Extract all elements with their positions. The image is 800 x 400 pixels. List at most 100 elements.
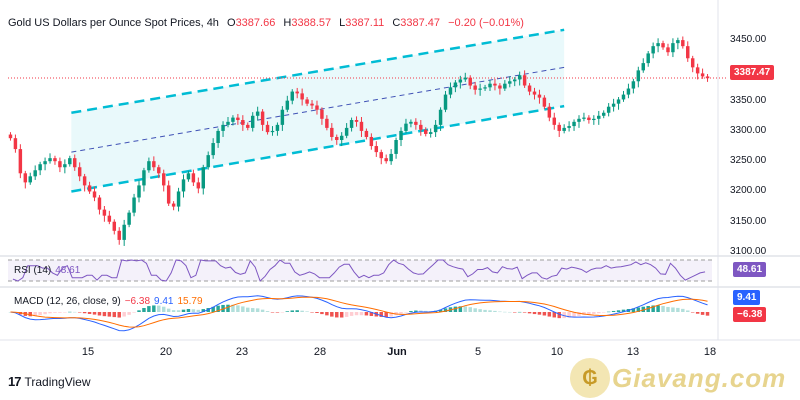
candle-body[interactable] [443, 94, 448, 110]
candle-body[interactable] [33, 170, 37, 177]
candle-body[interactable] [503, 83, 507, 89]
candle-body[interactable] [260, 111, 265, 125]
candle-body[interactable] [310, 103, 314, 106]
candle-body[interactable] [651, 46, 655, 54]
candle-body[interactable] [626, 88, 631, 95]
candle-body[interactable] [137, 185, 141, 198]
channel-upper-line[interactable] [71, 28, 565, 114]
candle-body[interactable] [676, 40, 680, 44]
candle-body[interactable] [592, 118, 596, 121]
candle-body[interactable] [320, 109, 324, 119]
candle-body[interactable] [38, 164, 42, 171]
candle-body[interactable] [695, 67, 700, 74]
candle-body[interactable] [221, 124, 225, 131]
candle-body[interactable] [295, 91, 299, 94]
candle-body[interactable] [82, 176, 87, 186]
candle-body[interactable] [231, 117, 235, 122]
candle-body[interactable] [241, 120, 245, 125]
candle-body[interactable] [641, 63, 645, 71]
candle-body[interactable] [493, 83, 497, 86]
candle-body[interactable] [43, 161, 47, 165]
candle-body[interactable] [77, 167, 82, 177]
candle-body[interactable] [246, 124, 250, 128]
candle-body[interactable] [671, 43, 675, 53]
candle-body[interactable] [478, 88, 482, 90]
candle-body[interactable] [186, 173, 191, 180]
candle-body[interactable] [270, 130, 275, 133]
candle-body[interactable] [384, 158, 388, 162]
candle-body[interactable] [48, 158, 52, 162]
candle-body[interactable] [92, 191, 97, 198]
candle-body[interactable] [211, 143, 215, 156]
candle-body[interactable] [142, 170, 146, 186]
candle-body[interactable] [330, 127, 334, 137]
candle-body[interactable] [517, 75, 522, 80]
candle-body[interactable] [661, 43, 665, 48]
candle-body[interactable] [527, 85, 532, 92]
candle-body[interactable] [700, 73, 705, 77]
candle-body[interactable] [166, 185, 171, 204]
candle-body[interactable] [631, 81, 636, 89]
macd-line[interactable] [10, 295, 708, 332]
candle-body[interactable] [656, 43, 660, 47]
candle-body[interactable] [147, 161, 151, 171]
candle-body[interactable] [374, 146, 379, 153]
candle-body[interactable] [275, 124, 280, 131]
candle-body[interactable] [488, 83, 492, 88]
candle-body[interactable] [705, 76, 710, 79]
candle-body[interactable] [201, 167, 206, 189]
candle-body[interactable] [315, 105, 319, 110]
candle-body[interactable] [582, 117, 586, 119]
candle-body[interactable] [587, 117, 591, 121]
candle-body[interactable] [152, 161, 156, 168]
candle-body[interactable] [547, 106, 552, 118]
candle-body[interactable] [621, 94, 626, 100]
candle-body[interactable] [681, 40, 685, 47]
candle-body[interactable] [176, 191, 181, 207]
tradingview-logo[interactable]: 17 TradingView [8, 374, 91, 389]
candle-body[interactable] [690, 58, 695, 68]
candle-body[interactable] [216, 130, 220, 144]
candle-body[interactable] [468, 77, 472, 86]
candle-body[interactable] [181, 179, 186, 192]
candle-body[interactable] [686, 46, 690, 59]
candle-body[interactable] [537, 94, 542, 98]
candle-body[interactable] [171, 203, 176, 207]
candle-body[interactable] [122, 224, 126, 240]
candle-body[interactable] [290, 91, 294, 101]
candle-body[interactable] [196, 182, 201, 189]
candle-body[interactable] [567, 126, 571, 128]
candle-body[interactable] [191, 173, 196, 183]
candle-body[interactable] [542, 97, 547, 107]
candle-body[interactable] [428, 132, 433, 134]
candle-body[interactable] [354, 120, 359, 122]
candle-body[interactable] [448, 87, 453, 95]
candle-body[interactable] [236, 117, 240, 121]
candle-body[interactable] [483, 87, 487, 89]
candle-body[interactable] [250, 115, 255, 128]
candle-body[interactable] [562, 127, 566, 131]
candle-body[interactable] [300, 93, 304, 100]
candle-body[interactable] [557, 124, 561, 131]
candle-body[interactable] [359, 121, 364, 131]
candle-body[interactable] [68, 158, 72, 165]
candle-body[interactable] [73, 158, 77, 168]
candle-body[interactable] [344, 127, 349, 136]
candle-body[interactable] [107, 215, 112, 222]
candle-body[interactable] [339, 135, 344, 140]
candle-body[interactable] [102, 209, 107, 216]
candle-body[interactable] [389, 153, 393, 162]
candle-body[interactable] [157, 167, 161, 174]
macd-signal-line[interactable] [10, 296, 708, 328]
candle-body[interactable] [552, 117, 557, 125]
candle-body[interactable] [409, 121, 413, 124]
candle-body[interactable] [335, 136, 339, 140]
candle-body[interactable] [127, 212, 131, 225]
channel-lower-line[interactable] [71, 104, 565, 193]
candle-body[interactable] [433, 124, 438, 133]
candle-body[interactable] [606, 106, 611, 113]
candle-body[interactable] [399, 130, 403, 140]
candle-body[interactable] [394, 140, 398, 154]
